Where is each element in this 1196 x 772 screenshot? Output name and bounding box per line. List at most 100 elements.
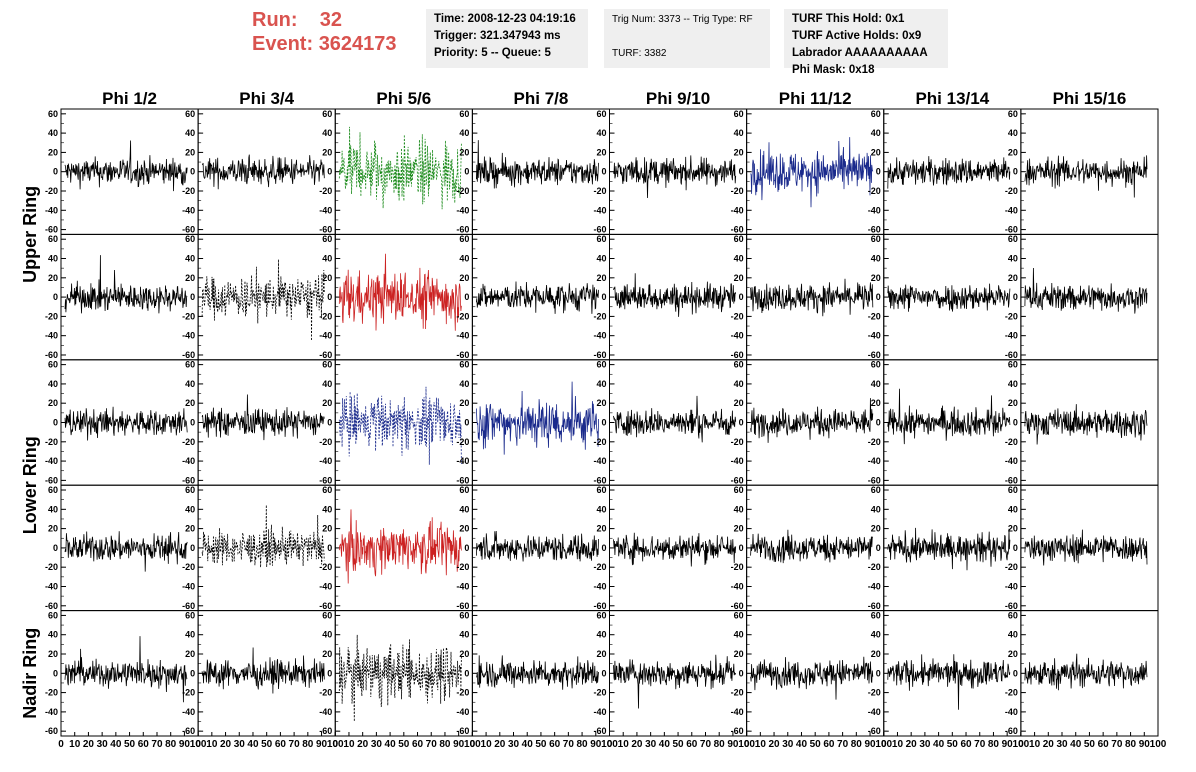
y-tick-label: 40 — [871, 379, 881, 389]
y-tick-label: -40 — [868, 456, 881, 466]
y-tick-label: 40 — [734, 504, 744, 514]
y-tick-label: 20 — [459, 147, 469, 157]
y-tick-label: -20 — [45, 688, 58, 698]
y-tick-label: 0 — [327, 418, 332, 428]
y-tick-label: 0 — [601, 292, 606, 302]
y-tick-label: 0 — [739, 292, 744, 302]
x-tick-label: 50 — [810, 739, 822, 750]
y-tick-label: 0 — [190, 543, 195, 553]
y-tick-label: 0 — [464, 543, 469, 553]
waveform-trace — [476, 381, 599, 455]
y-tick-label: -60 — [1005, 350, 1018, 360]
x-tick-label: 80 — [439, 739, 451, 750]
y-tick-label: 40 — [185, 630, 195, 640]
y-tick-label: 60 — [185, 109, 195, 119]
x-tick-label: 30 — [97, 739, 109, 750]
waveform-trace — [750, 137, 874, 208]
y-tick-label: 0 — [601, 167, 606, 177]
y-tick-label: 60 — [596, 610, 606, 620]
column-header: Phi 9/10 — [646, 89, 710, 108]
y-tick-label: -60 — [456, 601, 469, 611]
y-tick-label: -20 — [1005, 311, 1018, 321]
y-tick-label: 40 — [459, 379, 469, 389]
waveform-panel: -60 -40 -20 0 20 40 60 — [1005, 484, 1159, 612]
y-tick-label: -60 — [456, 475, 469, 485]
waveform-trace — [201, 154, 325, 190]
waveform-trace — [1024, 653, 1148, 691]
y-tick-label: -40 — [593, 707, 606, 717]
y-tick-label: 0 — [739, 543, 744, 553]
y-tick-label: 40 — [871, 504, 881, 514]
trig-num-panel: Trig Num: 3373 -- Trig Type: RF TURF: 33… — [604, 9, 770, 68]
y-tick-label: -60 — [319, 350, 332, 360]
y-tick-label: 60 — [734, 234, 744, 244]
x-tick-label: 100 — [601, 739, 618, 750]
y-tick-label: -40 — [868, 707, 881, 717]
y-tick-label: -20 — [593, 437, 606, 447]
y-tick-label: 0 — [739, 167, 744, 177]
y-tick-label: -60 — [319, 225, 332, 235]
x-tick-label: 10 — [1029, 739, 1041, 750]
y-tick-label: 60 — [459, 360, 469, 370]
waveform-panel: -60 -40 -20 0 20 40 60 — [731, 108, 885, 235]
y-tick-label: 20 — [322, 649, 332, 659]
x-tick-label: 50 — [535, 739, 547, 750]
waveform-trace — [338, 509, 462, 584]
x-tick-label: 60 — [275, 739, 287, 750]
y-tick-label: -60 — [182, 601, 195, 611]
y-tick-label: -60 — [456, 350, 469, 360]
waveform-panel: -60 -40 -20 0 20 40 60 — [45, 484, 199, 612]
waveform-panel: -60 -40 -20 0 20 40 60 — [182, 610, 336, 737]
y-tick-label: -60 — [45, 350, 58, 360]
x-tick-label: 0 — [58, 739, 64, 750]
y-tick-label: 0 — [1013, 668, 1018, 678]
waveform-panel: -60 -40 -20 0 20 40 60 — [319, 108, 473, 235]
y-tick-label: 20 — [871, 398, 881, 408]
y-tick-label: 20 — [871, 147, 881, 157]
y-tick-label: 40 — [734, 379, 744, 389]
y-tick-label: 0 — [464, 418, 469, 428]
y-tick-label: -60 — [456, 225, 469, 235]
waveform-panel: -60 -40 -20 0 20 40 60 — [593, 108, 748, 235]
x-tick-label: 80 — [577, 739, 589, 750]
y-tick-label: -20 — [731, 562, 744, 572]
x-tick-label: 30 — [645, 739, 657, 750]
x-tick-label: 100 — [327, 739, 344, 750]
y-tick-label: 40 — [459, 254, 469, 264]
y-tick-label: -20 — [182, 186, 195, 196]
y-tick-label: -40 — [1005, 331, 1018, 341]
panel-frame — [609, 233, 748, 361]
y-tick-label: 60 — [459, 485, 469, 495]
y-tick-label: 40 — [596, 128, 606, 138]
y-tick-label: 20 — [322, 273, 332, 283]
y-tick-label: -60 — [731, 475, 744, 485]
y-tick-label: 0 — [327, 292, 332, 302]
waveform-panel: -60 -40 -20 0 20 40 60 — [319, 359, 473, 486]
waveform-panel: -60 -40 -20 0 20 40 60 — [182, 484, 336, 612]
y-tick-label: 20 — [734, 273, 744, 283]
waveform-panel: -60 -40 -20 0 20 40 60 — [593, 359, 748, 486]
waveform-panel: -60 -40 -20 0 20 40 60 — [319, 610, 473, 737]
y-tick-label: 0 — [601, 668, 606, 678]
waveform-panel: -60 -40 -20 0 20 40 60 — [593, 484, 748, 612]
y-tick-label: 0 — [739, 418, 744, 428]
y-tick-label: -40 — [319, 707, 332, 717]
y-tick-label: -60 — [456, 726, 469, 736]
y-tick-label: 20 — [185, 524, 195, 534]
waveform-trace — [887, 527, 1011, 571]
y-tick-label: -60 — [45, 475, 58, 485]
y-tick-label: -20 — [1005, 562, 1018, 572]
waveform-panel: -60 -40 -20 0 20 40 60 — [868, 484, 1022, 612]
y-tick-label: 20 — [459, 398, 469, 408]
y-tick-label: 20 — [48, 147, 58, 157]
waveform-panel: -60 -40 -20 0 20 40 60 — [45, 359, 199, 486]
y-tick-label: 20 — [185, 147, 195, 157]
x-tick-label: 10 — [481, 739, 493, 750]
y-tick-label: 20 — [871, 273, 881, 283]
y-tick-label: 60 — [871, 360, 881, 370]
y-tick-label: -40 — [731, 205, 744, 215]
x-tick-label: 10 — [343, 739, 355, 750]
y-tick-label: 60 — [459, 109, 469, 119]
y-tick-label: -60 — [731, 726, 744, 736]
y-tick-label: 0 — [190, 418, 195, 428]
